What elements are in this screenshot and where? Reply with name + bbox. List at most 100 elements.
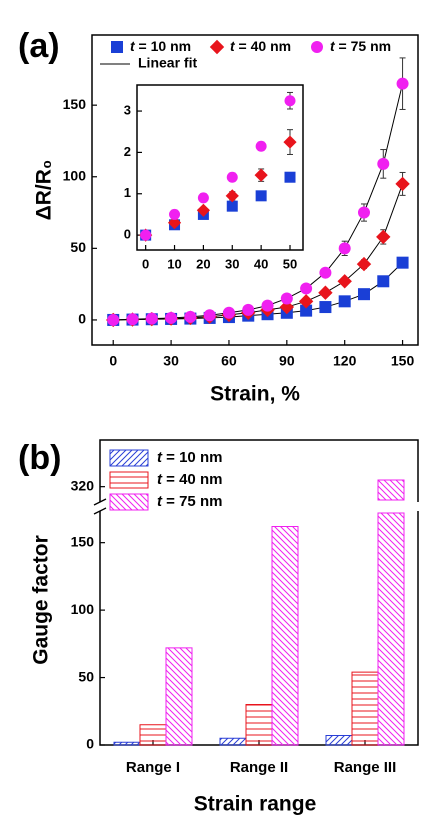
y-tick-label: 50: [78, 668, 94, 684]
marker: [107, 313, 120, 326]
marker: [396, 77, 409, 90]
legend-marker: [111, 41, 123, 53]
marker: [226, 171, 238, 183]
x-tick-label: Range III: [334, 759, 397, 776]
marker: [396, 256, 409, 269]
legend-marker: [311, 41, 323, 53]
bar: [271, 525, 299, 746]
y-axis-label: ΔR/R₀: [33, 160, 56, 221]
marker: [357, 288, 370, 301]
bar: [113, 741, 141, 746]
marker: [226, 200, 238, 212]
marker: [222, 306, 235, 319]
y-tick-label: 3: [124, 102, 131, 117]
marker: [169, 208, 181, 220]
marker: [338, 295, 351, 308]
y-tick-label: 100: [63, 167, 87, 183]
marker: [140, 229, 152, 241]
legend-label: t = 40 nm: [157, 471, 222, 488]
bar: [245, 704, 273, 746]
y-tick-label: 320: [71, 477, 95, 493]
x-tick-label: 50: [283, 256, 297, 271]
marker: [376, 229, 391, 245]
marker: [225, 189, 239, 203]
bar: [377, 479, 405, 746]
bar: [165, 647, 193, 746]
x-tick-label: 20: [196, 256, 210, 271]
y-tick-label: 0: [78, 311, 86, 327]
x-tick-label: 150: [391, 353, 415, 369]
x-axis-label: Strain, %: [210, 383, 300, 406]
x-tick-label: 30: [163, 353, 179, 369]
marker: [197, 192, 209, 204]
legend-label: Linear fit: [138, 55, 197, 71]
marker: [300, 304, 313, 317]
marker: [165, 311, 178, 324]
marker: [254, 168, 268, 182]
x-tick-label: 60: [221, 353, 237, 369]
y-tick-label: 0: [124, 227, 131, 242]
marker: [356, 256, 372, 272]
marker: [126, 313, 139, 326]
x-tick-label: 40: [254, 256, 268, 271]
legend-swatch: [109, 471, 149, 489]
marker: [242, 303, 255, 316]
x-tick-label: Range II: [230, 759, 288, 776]
marker: [338, 242, 351, 255]
marker: [196, 203, 210, 217]
legend-label: t = 40 nm: [230, 38, 291, 54]
x-tick-label: 90: [279, 353, 295, 369]
panel-label: (b): [18, 439, 61, 477]
marker: [145, 312, 158, 325]
x-tick-label: 30: [225, 256, 239, 271]
plot-frame: [136, 84, 304, 251]
legend-marker: [209, 39, 225, 55]
marker: [255, 190, 267, 202]
fit-line: [113, 183, 404, 321]
x-tick-label: 0: [109, 353, 117, 369]
y-tick-label: 1: [124, 185, 131, 200]
marker: [284, 95, 296, 107]
marker: [283, 135, 297, 149]
legend-swatch: [109, 449, 149, 467]
marker: [255, 140, 267, 152]
bar: [351, 671, 379, 746]
axis-break-gap: [98, 502, 420, 511]
bar: [325, 735, 353, 746]
bar: [219, 737, 247, 746]
marker: [184, 310, 197, 323]
y-tick-label: 50: [70, 239, 86, 255]
fit-line: [113, 83, 404, 321]
marker: [319, 266, 332, 279]
x-tick-label: Range I: [126, 759, 180, 776]
marker: [279, 299, 295, 315]
x-tick-label: 120: [333, 353, 357, 369]
y-axis-label: Gauge factor: [30, 535, 53, 665]
legend-swatch: [109, 493, 149, 511]
legend-label: t = 10 nm: [130, 38, 191, 54]
y-tick-label: 150: [71, 533, 95, 549]
y-tick-label: 100: [71, 601, 95, 617]
y-tick-label: 0: [86, 736, 94, 752]
marker: [377, 275, 390, 288]
marker: [319, 301, 332, 314]
marker: [357, 206, 370, 219]
marker: [167, 216, 182, 230]
marker: [203, 309, 216, 322]
marker: [377, 157, 390, 170]
marker: [395, 176, 410, 192]
marker: [300, 282, 313, 295]
x-axis-label: Strain range: [194, 793, 317, 816]
marker: [337, 274, 352, 289]
marker: [284, 171, 296, 183]
x-tick-label: 10: [167, 256, 181, 271]
y-tick-label: 2: [124, 144, 131, 159]
x-tick-label: 0: [142, 256, 149, 271]
marker: [318, 285, 333, 300]
panel-label: (a): [18, 27, 60, 65]
legend-label: t = 75 nm: [330, 38, 391, 54]
marker: [280, 292, 293, 305]
axis-break: [93, 498, 107, 515]
legend-label: t = 10 nm: [157, 449, 222, 466]
